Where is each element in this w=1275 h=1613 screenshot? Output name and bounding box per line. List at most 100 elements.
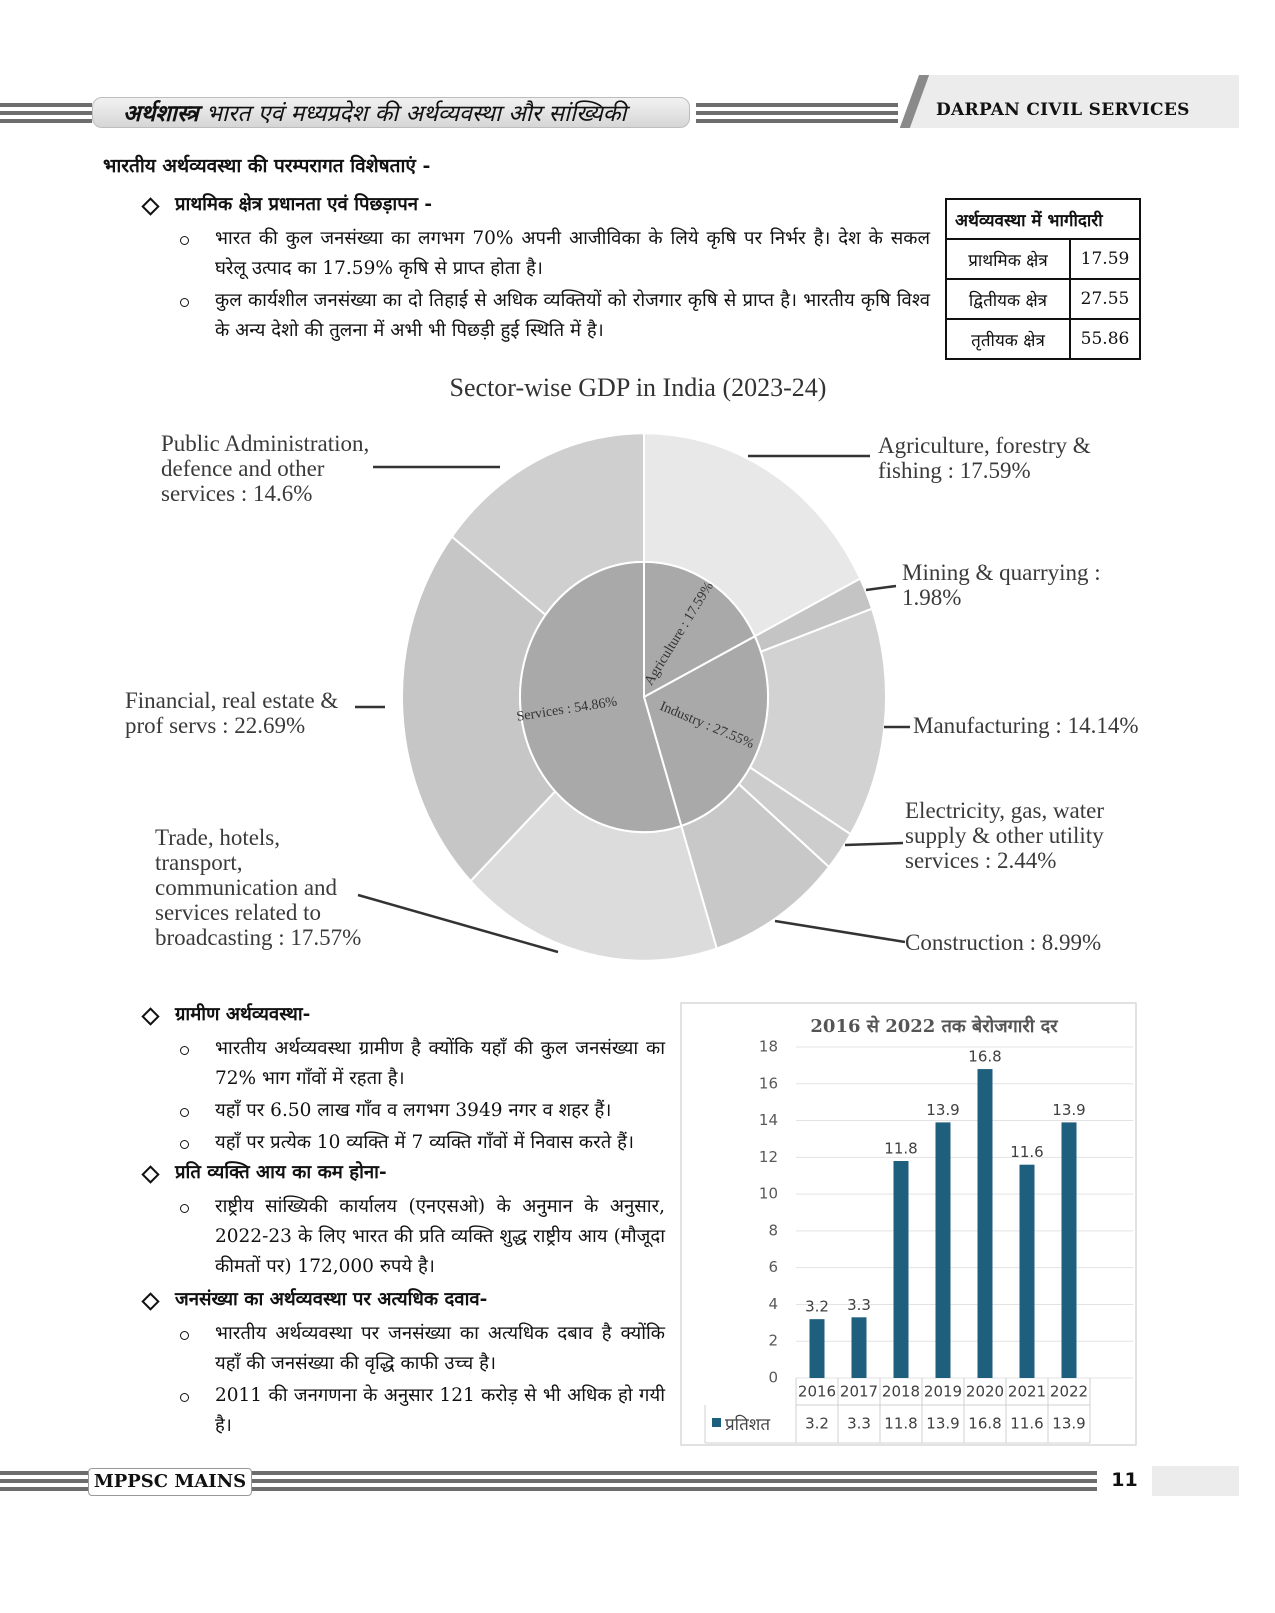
inner-wedge [643, 560, 757, 699]
header-subject: अर्थशास्त्र [123, 100, 199, 127]
y-tick-label: 10 [759, 1185, 778, 1203]
inner-wedge [642, 634, 769, 828]
bullet-circle [180, 1393, 189, 1402]
y-tick-label: 16 [759, 1074, 778, 1092]
section: जनसंख्या का अर्थव्यवस्था पर अत्यधिक दवाव… [140, 1285, 665, 1443]
bullet-circle [180, 236, 189, 245]
x-tick-label: 2022 [1050, 1383, 1088, 1401]
header-tab [905, 75, 1239, 128]
outer-label: Financial, real estate & prof servs : 22… [125, 688, 339, 738]
share-row: द्वितीयक क्षेत्र 27.55 [945, 278, 1141, 320]
leader-line [774, 919, 906, 944]
footer-stripe [0, 1487, 1100, 1491]
chart-title: 2016 से 2022 तक बेरोजगारी दर [810, 1015, 1058, 1037]
section: ग्रामीण अर्थव्यवस्था- भारतीय अर्थव्यवस्था… [140, 1000, 665, 1160]
value-label: 11.8 [884, 1140, 917, 1158]
share-label: द्वितीयक क्षेत्र [945, 278, 1071, 320]
bullet-point: यहाँ पर 6.50 लाख गाँव व लगभग 3949 नगर व … [140, 1096, 665, 1126]
share-label: प्राथमिक क्षेत्र [945, 238, 1071, 280]
bullet-point: भारतीय अर्थव्यवस्था पर जनसंख्या का अत्यध… [140, 1319, 665, 1379]
outer-label: Public Administration, defence and other… [161, 431, 370, 506]
header-stripe [696, 119, 901, 123]
table-value: 16.8 [968, 1415, 1001, 1433]
x-tick-label: 2020 [966, 1383, 1004, 1401]
intro-heading: भारतीय अर्थव्यवस्था की परम्परागत विशेषता… [103, 155, 431, 177]
share-row: प्राथमिक क्षेत्र 17.59 [945, 238, 1141, 280]
section: प्राथमिक क्षेत्र प्रधानता एवं पिछड़ापन -… [140, 190, 930, 348]
bullet-point: यहाँ पर प्रत्येक 10 व्यक्ति में 7 व्यक्त… [140, 1128, 665, 1158]
table-value: 13.9 [1052, 1415, 1085, 1433]
value-label: 13.9 [926, 1101, 959, 1119]
outer-label: Manufacturing : 14.14% [913, 713, 1139, 738]
footer-stripe [0, 1479, 1100, 1483]
share-value: 27.55 [1069, 278, 1141, 320]
bullet-circle [180, 1140, 189, 1149]
value-label: 16.8 [968, 1048, 1001, 1066]
bullet-point: कुल कार्यशील जनसंख्या का दो तिहाई से अधि… [140, 286, 930, 346]
y-tick-label: 12 [759, 1148, 778, 1166]
chart-title: Sector-wise GDP in India (2023-24) [450, 373, 827, 402]
outer-label: Mining & quarrying : 1.98% [902, 560, 1101, 610]
bullet-diamond [141, 1007, 160, 1026]
outer-label: Construction : 8.99% [905, 930, 1102, 955]
outer-label: Trade, hotels, transport, communication … [155, 825, 362, 950]
bar [935, 1122, 951, 1378]
table-value: 3.2 [805, 1415, 829, 1433]
y-tick-label: 4 [768, 1295, 778, 1313]
legend-swatch [712, 1418, 721, 1427]
section: प्रति व्यक्ति आय का कम होना- राष्ट्रीय सा… [140, 1158, 665, 1284]
share-row: तृतीयक क्षेत्र 55.86 [945, 318, 1141, 360]
section-title: जनसंख्या का अर्थव्यवस्था पर अत्यधिक दवाव… [140, 1285, 665, 1315]
bullet-point: राष्ट्रीय सांख्यिकी कार्यालय (एनएसओ) के … [140, 1192, 665, 1282]
x-tick-label: 2016 [798, 1383, 836, 1401]
leader-line [844, 841, 904, 847]
header-stripe [0, 103, 92, 107]
leader-line [357, 893, 559, 954]
bar [1061, 1122, 1077, 1378]
footer-label: MPPSC MAINS [88, 1468, 252, 1496]
header-tab-edge [898, 75, 938, 128]
y-tick-label: 2 [768, 1332, 778, 1350]
header-stripe [696, 103, 901, 107]
section-title: ग्रामीण अर्थव्यवस्था- [140, 1000, 665, 1030]
share-table-title: अर्थव्यवस्था में भागीदारी [945, 198, 1141, 240]
table-value: 11.6 [1010, 1415, 1043, 1433]
bullet-circle [180, 1046, 189, 1055]
table-value: 13.9 [926, 1415, 959, 1433]
bullet-circle [180, 1331, 189, 1340]
bar [851, 1317, 867, 1378]
inner-wedge [519, 560, 683, 834]
x-tick-label: 2021 [1008, 1383, 1046, 1401]
bar [977, 1069, 993, 1378]
brand: DARPAN CIVIL SERVICES [936, 100, 1190, 120]
header-stripe [0, 119, 92, 123]
leader-line [865, 584, 897, 592]
value-label: 3.2 [805, 1298, 829, 1316]
outer-label: Agriculture, forestry & fishing : 17.59% [878, 433, 1091, 483]
share-value: 17.59 [1069, 238, 1141, 280]
bullet-point: भारत की कुल जनसंख्या का लगभग 70% अपनी आज… [140, 224, 930, 284]
bullet-diamond [141, 1165, 160, 1184]
value-label: 11.6 [1010, 1143, 1043, 1161]
y-tick-label: 18 [759, 1038, 778, 1056]
value-label: 3.3 [847, 1296, 871, 1314]
y-tick-label: 14 [759, 1111, 778, 1129]
legend-label: प्रतिशत [725, 1414, 770, 1435]
section-title: प्राथमिक क्षेत्र प्रधानता एवं पिछड़ापन - [140, 190, 930, 220]
sunburst: Agriculture : 17.59%Industry : 27.55%Ser… [401, 432, 887, 962]
bullet-diamond [141, 197, 160, 216]
bullet-point: 2011 की जनगणना के अनुसार 121 करोड़ से भी… [140, 1381, 665, 1441]
share-table: अर्थव्यवस्था में भागीदारी प्राथमिक क्षेत… [945, 198, 1141, 360]
share-value: 55.86 [1069, 318, 1141, 360]
bullet-circle [180, 1108, 189, 1117]
header-title: भारत एवं मध्यप्रदेश की अर्थव्यवस्था और स… [205, 101, 627, 127]
page-number: 11 [1097, 1463, 1152, 1497]
table-value: 3.3 [847, 1415, 871, 1433]
header-title-box: अर्थशास्त्र भारत एवं मध्यप्रदेश की अर्थव… [92, 97, 690, 128]
footer-tab [1150, 1466, 1239, 1496]
x-tick-label: 2017 [840, 1383, 878, 1401]
bar [1019, 1164, 1035, 1378]
x-tick-label: 2019 [924, 1383, 962, 1401]
